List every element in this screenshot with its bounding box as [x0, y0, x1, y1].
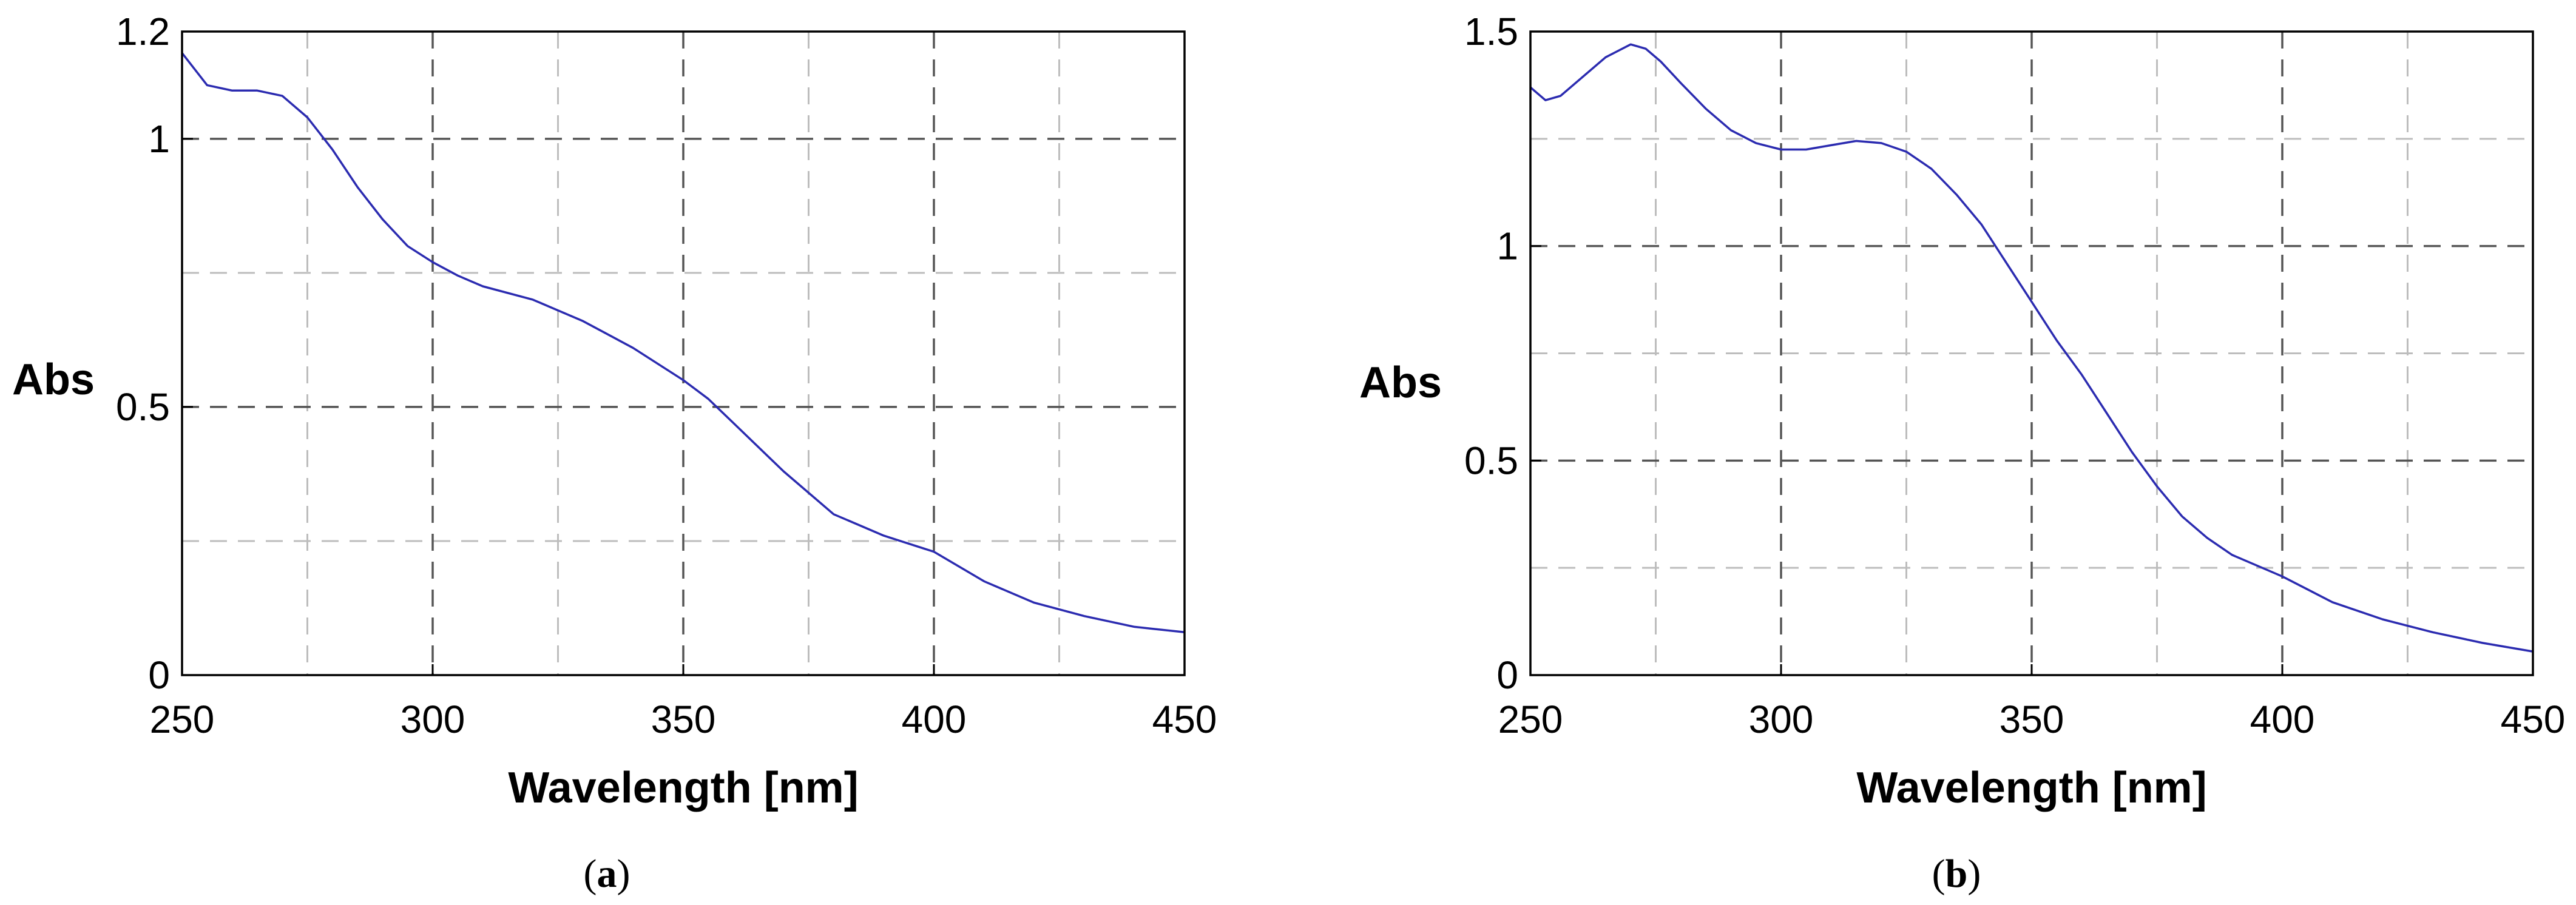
- panel-caption: (a): [584, 852, 630, 896]
- y-tick-label: 0: [1496, 653, 1518, 697]
- y-axis-title: Abs: [1359, 358, 1442, 407]
- caption-letter: a: [597, 852, 617, 896]
- x-tick-label: 300: [1749, 698, 1814, 741]
- caption-paren: (: [1932, 852, 1946, 896]
- y-tick-label: 1.2: [116, 10, 170, 53]
- absorbance-line: [181, 52, 1185, 634]
- x-tick-label: 400: [2250, 698, 2315, 741]
- y-tick-label: 0.5: [1464, 439, 1518, 482]
- caption-paren: (: [584, 852, 597, 896]
- x-tick-label: 450: [1152, 698, 1217, 741]
- panel-caption: (b): [1932, 852, 1981, 896]
- absorbance-line: [1529, 43, 2534, 653]
- panel-a: 250 300 350 400 450 0 0.5 1 1.2 Wavelength [nm] Ab…: [12, 10, 1217, 896]
- y-tick-label: 1.5: [1464, 10, 1518, 53]
- caption-paren: ): [1967, 852, 1981, 896]
- x-tick-label: 350: [2000, 698, 2064, 741]
- x-axis-title: Wavelength [nm]: [508, 764, 858, 812]
- x-tick-label: 400: [902, 698, 967, 741]
- x-tick-label: 250: [1498, 698, 1563, 741]
- y-tick-label: 0.5: [116, 385, 170, 429]
- panel-b: 250 300 350 400 450 0 0.5 1 1.5 Wavelength [nm] Ab…: [1359, 10, 2565, 896]
- y-tick-label: 0: [148, 653, 170, 697]
- x-tick-label: 250: [150, 698, 215, 741]
- y-axis-title: Abs: [12, 355, 95, 404]
- y-tick-label: 1: [148, 117, 170, 161]
- x-tick-label: 450: [2501, 698, 2566, 741]
- caption-paren: ): [617, 852, 630, 896]
- y-tick-label: 1: [1496, 224, 1518, 268]
- caption-letter: b: [1946, 852, 1968, 896]
- x-tick-label: 300: [401, 698, 465, 741]
- x-tick-label: 350: [651, 698, 716, 741]
- x-axis-title: Wavelength [nm]: [1856, 764, 2206, 812]
